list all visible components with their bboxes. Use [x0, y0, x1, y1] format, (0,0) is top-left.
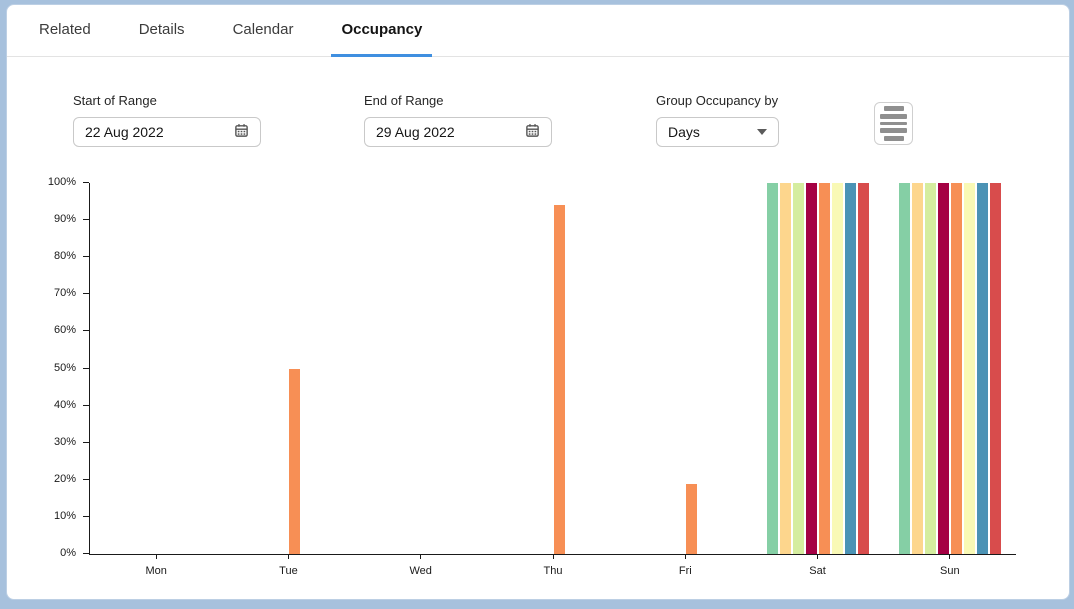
bar-group: [501, 183, 605, 554]
bar[interactable]: [844, 183, 856, 554]
end-of-range-input[interactable]: 29 Aug 2022: [364, 117, 552, 147]
y-tick-label: 40%: [53, 398, 76, 411]
y-tick-label: 30%: [53, 435, 76, 448]
end-of-range-value: 29 Aug 2022: [376, 124, 455, 140]
y-tick-mark: [83, 553, 89, 554]
start-of-range-value: 22 Aug 2022: [85, 124, 164, 140]
bar[interactable]: [898, 183, 910, 554]
bar-group: [898, 183, 1002, 554]
y-tick-mark: [83, 441, 89, 443]
end-of-range-label: End of Range: [364, 93, 444, 108]
group-occupancy-field: Group Occupancy by Days: [656, 93, 779, 147]
y-tick-mark: [83, 515, 89, 517]
y-tick-mark: [83, 330, 89, 332]
y-tick-mark: [83, 478, 89, 480]
bar[interactable]: [963, 183, 975, 554]
bar[interactable]: [831, 183, 843, 554]
x-tick-mark: [949, 554, 951, 559]
group-occupancy-value: Days: [668, 124, 700, 140]
y-tick-mark: [83, 367, 89, 369]
y-tick-mark: [83, 404, 89, 406]
y-tick-label: 80%: [53, 250, 76, 263]
x-tick-mark: [287, 554, 289, 559]
x-tick-mark: [420, 554, 422, 559]
bar[interactable]: [937, 183, 949, 554]
x-tick-label: Sat: [809, 565, 826, 577]
start-of-range-label: Start of Range: [73, 93, 157, 108]
tab-bar: Related Details Calendar Occupancy: [7, 5, 1069, 57]
y-axis: 0% 10% 20% 30% 40% 50% 60% 70% 80% 90% 100%: [7, 177, 89, 559]
plot-area: Mon Tue Wed Thu Fri Sat Sun: [89, 183, 1016, 577]
tab-occupancy[interactable]: Occupancy: [331, 5, 433, 57]
occupancy-chart: 0% 10% 20% 30% 40% 50% 60% 70% 80% 90% 100% Mon Tue…: [7, 177, 1069, 583]
y-tick-mark: [83, 182, 89, 183]
x-tick-label: Mon: [145, 565, 167, 577]
x-tick-mark: [684, 554, 686, 559]
y-tick-label: 10%: [53, 509, 76, 522]
bar[interactable]: [792, 183, 804, 554]
x-tick-mark: [817, 554, 819, 559]
y-tick-label: 20%: [53, 472, 76, 485]
x-tick-label: Fri: [678, 565, 692, 577]
x-tick-label: Sun: [940, 565, 960, 577]
y-tick-label: 50%: [53, 361, 76, 374]
bar-group: [633, 183, 737, 554]
occupancy-panel: Related Details Calendar Occupancy Start…: [6, 4, 1070, 600]
x-tick-label: Thu: [543, 565, 563, 577]
bar[interactable]: [818, 183, 830, 554]
tab-calendar[interactable]: Calendar: [232, 21, 294, 38]
y-tick-label: 0%: [60, 547, 76, 559]
bar[interactable]: [989, 183, 1001, 554]
bar[interactable]: [779, 183, 791, 554]
caret-down-icon: [757, 129, 767, 135]
bar[interactable]: [766, 183, 778, 554]
x-tick-label: Wed: [409, 565, 432, 577]
bar[interactable]: [289, 368, 301, 554]
bar-group: [104, 183, 208, 554]
bar[interactable]: [554, 205, 565, 554]
y-tick-mark: [83, 293, 89, 295]
y-tick-label: 100%: [47, 176, 76, 188]
bar[interactable]: [976, 183, 988, 554]
end-of-range-field: End of Range 29 Aug 2022: [364, 93, 552, 147]
start-of-range-input[interactable]: 22 Aug 2022: [73, 117, 261, 147]
bar[interactable]: [805, 183, 817, 554]
bar-group: [766, 183, 870, 554]
bar-group: [236, 183, 340, 554]
y-tick-label: 60%: [53, 324, 76, 337]
chart-controls: Start of Range 22 Aug 2022: [7, 93, 1069, 163]
group-occupancy-select[interactable]: Days: [656, 117, 779, 147]
group-occupancy-label: Group Occupancy by: [656, 93, 779, 108]
bar[interactable]: [857, 183, 869, 554]
x-tick-mark: [155, 554, 157, 559]
calendar-icon[interactable]: [234, 123, 249, 141]
bar[interactable]: [950, 183, 962, 554]
tab-details[interactable]: Details: [138, 21, 185, 38]
y-tick-mark: [83, 219, 89, 221]
tab-related[interactable]: Related: [39, 21, 91, 38]
bar[interactable]: [686, 483, 698, 554]
bar-group: [369, 183, 473, 554]
bar[interactable]: [911, 183, 923, 554]
x-tick-label: Tue: [279, 565, 298, 577]
calendar-icon[interactable]: [525, 123, 540, 141]
x-tick-mark: [552, 554, 554, 559]
bar[interactable]: [924, 183, 936, 554]
y-tick-mark: [83, 256, 89, 258]
y-tick-label: 90%: [53, 213, 76, 226]
start-of-range-field: Start of Range 22 Aug 2022: [73, 93, 261, 147]
y-tick-label: 70%: [53, 287, 76, 300]
chart-menu-button[interactable]: [874, 102, 913, 145]
